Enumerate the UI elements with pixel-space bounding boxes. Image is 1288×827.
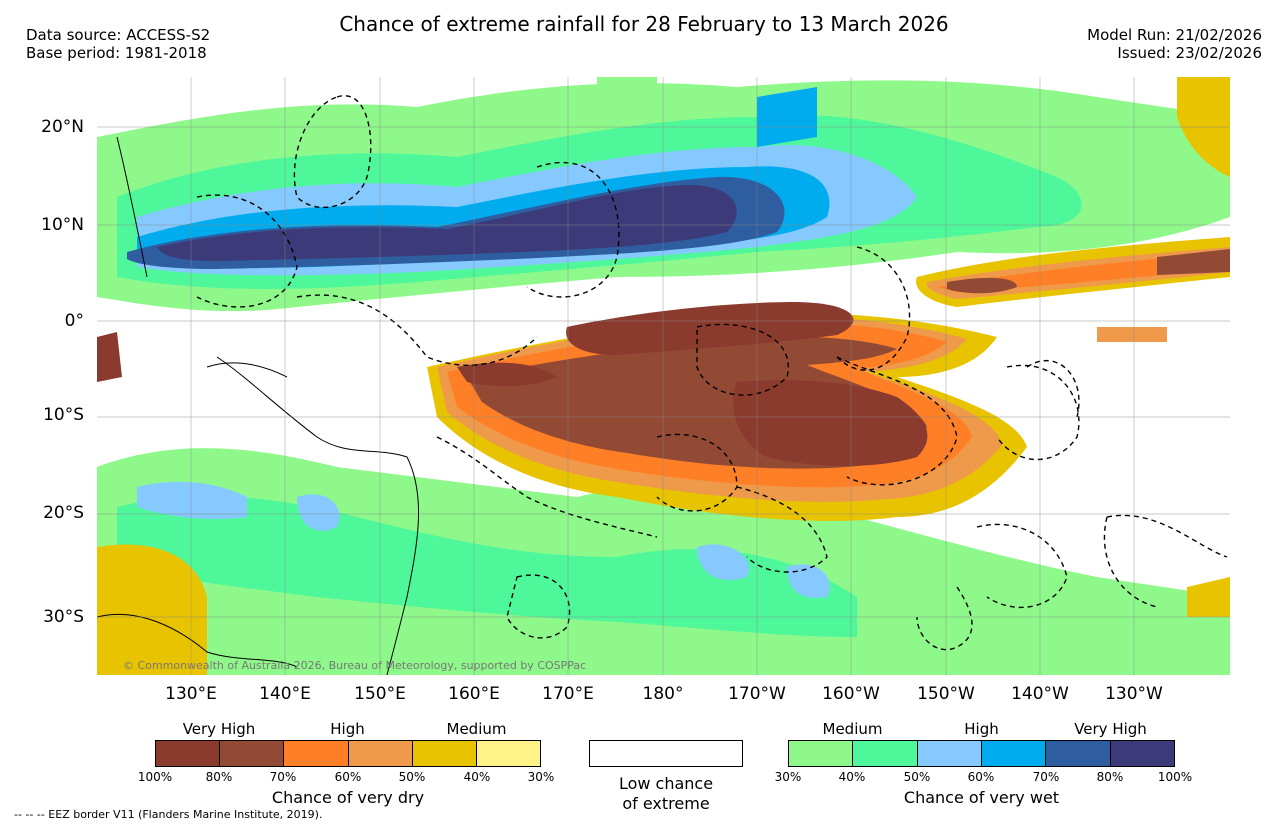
wet-swatch [981,741,1047,766]
wet-tick: 60% [967,770,995,784]
lon-label-140w: 140°W [1011,684,1069,704]
dry-tick: 30% [527,770,555,784]
wet-swatch [1110,741,1174,766]
lon-label-160w: 160°W [822,684,880,704]
dry-cat-high: High [330,720,365,738]
eez-borders [196,95,1228,651]
dry-tick: 70% [269,770,297,784]
lat-label-0: 0° [64,311,84,331]
issued-date: Issued: 23/02/2026 [1117,44,1262,62]
low-chance-line1: Low chance [618,774,714,793]
dry-tick: 80% [205,770,233,784]
lon-label-180: 180° [642,684,684,704]
wet-swatch [789,741,854,766]
eez-footnote: -- -- -- EEZ border V11 (Flanders Marine… [14,808,323,821]
source-info: Data source: ACCESS-S2 Base period: 1981… [26,26,210,62]
lon-label-130w: 130°W [1105,684,1163,704]
wet-tick: 50% [903,770,931,784]
dry-tick: 60% [334,770,362,784]
dry-swatch [284,741,349,766]
wet-cat-medium: Medium [822,720,883,738]
low-chance-swatch [589,740,743,767]
map-title: Chance of extreme rainfall for 28 Februa… [339,12,949,36]
wet-legend-title: Chance of very wet [903,788,1060,807]
wet-tick: 70% [1032,770,1060,784]
wet-cat-high: High [964,720,999,738]
lat-label-10s: 10°S [43,405,84,425]
wet-tick: 30% [774,770,802,784]
dry-cat-very-high: Very High [182,720,256,738]
wet-swatch [917,741,982,766]
dry-swatch [412,741,477,766]
lat-label-30s: 30°S [43,607,84,627]
wet-extreme-areas [157,184,737,261]
wet-swatch [853,741,918,766]
dry-tick: 50% [398,770,426,784]
lat-label-20n: 20°N [41,117,84,137]
coastlines [97,136,419,675]
lon-label-150e: 150°E [354,684,406,704]
lon-label-170w: 170°W [728,684,786,704]
wet-colorbar [788,740,1175,767]
dry-colorbar [155,740,541,767]
model-run: Model Run: 21/02/2026 [1087,26,1262,44]
run-info: Model Run: 21/02/2026 Issued: 23/02/2026 [1087,26,1262,62]
copyright-notice: © Commonwealth of Australia 2026, Bureau… [123,659,587,672]
dry-tick: 100% [137,770,173,784]
dry-tick: 40% [463,770,491,784]
rainfall-map [97,77,1230,675]
wet-tick: 40% [838,770,866,784]
lon-label-170e: 170°E [542,684,594,704]
dry-legend-title: Chance of very dry [271,788,425,807]
data-source: Data source: ACCESS-S2 [26,26,211,44]
low-chance-label: Low chance of extreme [589,774,743,814]
dry-swatch [156,741,221,766]
dry-swatch [348,741,413,766]
dry-swatch [220,741,285,766]
dry-cat-medium: Medium [446,720,507,738]
wet-tick: 100% [1157,770,1193,784]
wet-swatch [1046,741,1111,766]
lat-label-10n: 10°N [41,215,84,235]
base-period: Base period: 1981-2018 [26,44,207,62]
lat-label-20s: 20°S [43,503,84,523]
dry-swatch [476,741,541,766]
lon-label-150w: 150°W [917,684,975,704]
wet-cat-very-high: Very High [1074,720,1147,738]
dry-extreme-areas [97,302,928,466]
lon-label-160e: 160°E [448,684,500,704]
lon-label-140e: 140°E [259,684,311,704]
low-chance-line2: of extreme [622,794,710,813]
map-grid [97,77,1230,675]
map-canvas [97,77,1230,675]
lon-label-130e: 130°E [165,684,217,704]
wet-tick: 80% [1096,770,1124,784]
